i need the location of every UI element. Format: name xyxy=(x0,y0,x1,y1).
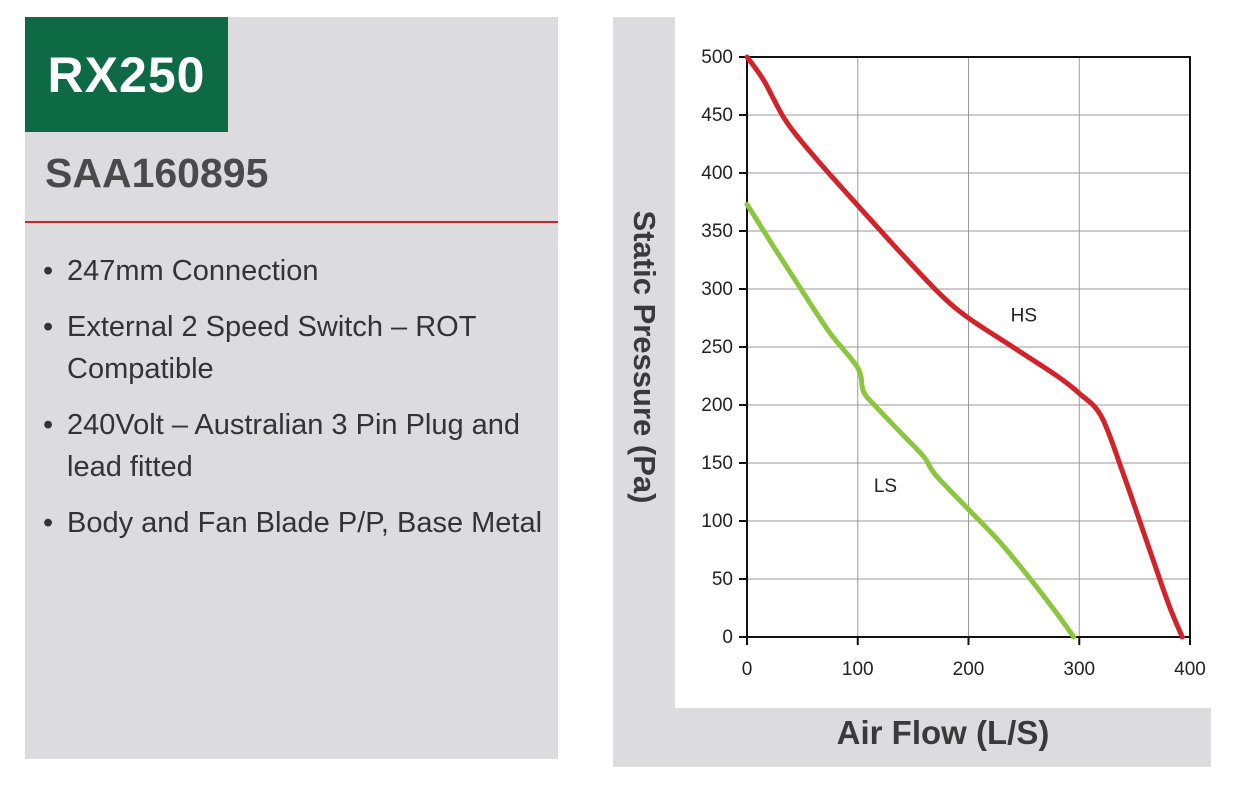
feature-item: • Body and Fan Blade P/P, Base Metal xyxy=(43,502,543,544)
y-tick-label: 50 xyxy=(712,569,733,590)
y-tick-label: 300 xyxy=(701,279,733,300)
feature-text: 240Volt – Australian 3 Pin Plug and lead… xyxy=(67,409,521,483)
x-tick-label: 300 xyxy=(1063,659,1095,680)
x-tick-label: 200 xyxy=(953,659,985,680)
feature-item: • External 2 Speed Switch – ROT Compatibl… xyxy=(43,306,543,390)
y-tick-label: 500 xyxy=(701,47,733,68)
feature-item: • 247mm Connection xyxy=(43,250,543,292)
y-tick-label: 400 xyxy=(701,163,733,184)
product-info-panel: RX250 SAA160895 • 247mm Connection • Exter… xyxy=(25,17,558,759)
feature-list: • 247mm Connection • External 2 Speed Swit… xyxy=(43,250,543,558)
x-axis-label: Air Flow (L/S) xyxy=(836,714,1050,751)
feature-text: 247mm Connection xyxy=(67,255,319,287)
bullet-icon: • xyxy=(43,409,54,441)
bullet-icon: • xyxy=(43,311,54,343)
y-tick-label: 450 xyxy=(701,105,733,126)
x-tick-label: 0 xyxy=(742,659,753,680)
y-axis-label-area: Static Pressure (Pa) xyxy=(613,17,675,708)
chart-panel: Static Pressure (Pa) 0 50 100 150 200 250 300 3… xyxy=(613,17,1211,767)
y-tick-label: 350 xyxy=(701,221,733,242)
model-title: RX250 xyxy=(47,46,206,103)
y-axis-label: Static Pressure (Pa) xyxy=(627,210,662,504)
y-tick-label: 200 xyxy=(701,395,733,416)
y-tick-label: 150 xyxy=(701,453,733,474)
y-tick-label: 0 xyxy=(722,627,733,648)
series-label-ls: LS xyxy=(874,476,897,497)
series-line-ls xyxy=(744,201,1077,640)
chart-plot-area: 0 50 100 150 200 250 300 350 400 450 500 0 100 200 300… xyxy=(675,17,1211,708)
part-number: SAA160895 xyxy=(45,150,269,196)
feature-text: Body and Fan Blade P/P, Base Metal xyxy=(67,507,543,539)
y-tick-label: 250 xyxy=(701,337,733,358)
y-tick-label: 100 xyxy=(701,511,733,532)
bullet-icon: • xyxy=(43,507,54,539)
x-tick-label: 100 xyxy=(842,659,874,680)
feature-text: External 2 Speed Switch – ROT Compatible xyxy=(67,311,476,385)
x-tick-label: 400 xyxy=(1174,659,1206,680)
model-badge: RX250 xyxy=(25,17,228,132)
bullet-icon: • xyxy=(43,255,54,287)
performance-chart: 0 50 100 150 200 250 300 350 400 450 500 0 100 200 300… xyxy=(701,47,1206,680)
feature-item: • 240Volt – Australian 3 Pin Plug and lea… xyxy=(43,404,543,488)
series-label-hs: HS xyxy=(1011,305,1037,326)
series-line-hs xyxy=(744,54,1185,640)
divider xyxy=(25,221,558,223)
